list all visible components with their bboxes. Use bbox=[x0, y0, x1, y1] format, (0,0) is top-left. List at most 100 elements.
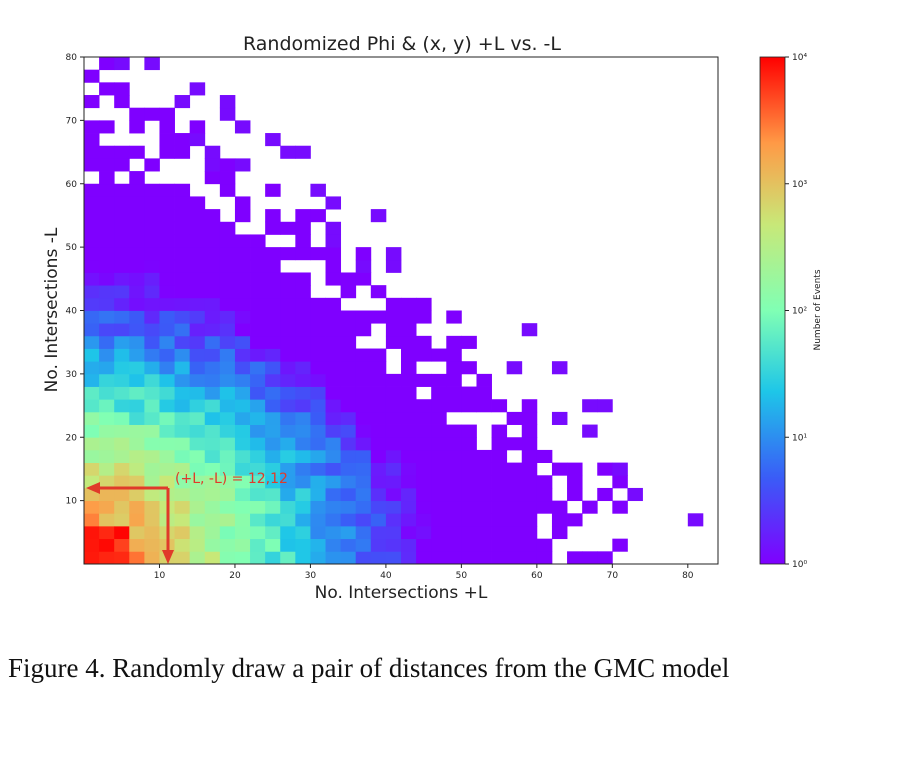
heatmap-cell bbox=[84, 335, 100, 349]
heatmap-cell bbox=[446, 437, 462, 451]
heatmap-cell bbox=[234, 386, 251, 400]
heatmap-cell bbox=[234, 399, 251, 413]
heatmap-cell bbox=[612, 538, 628, 552]
heatmap-cell bbox=[219, 272, 236, 286]
heatmap-cell bbox=[265, 285, 281, 299]
heatmap-cell bbox=[204, 335, 221, 349]
heatmap-cell bbox=[370, 310, 387, 324]
heatmap-cell bbox=[416, 462, 432, 476]
heatmap-cell bbox=[476, 538, 492, 552]
heatmap-cell bbox=[521, 424, 538, 438]
heatmap-cell bbox=[189, 259, 206, 273]
heatmap-cell bbox=[476, 399, 492, 413]
heatmap-cell bbox=[234, 323, 251, 337]
heatmap-cell bbox=[295, 285, 311, 299]
heatmap-cell bbox=[280, 449, 296, 463]
heatmap-cell bbox=[84, 462, 100, 476]
heatmap-cell bbox=[401, 487, 417, 502]
heatmap-cell bbox=[129, 525, 145, 540]
heatmap-cell bbox=[370, 361, 387, 375]
heatmap-cell bbox=[129, 259, 145, 273]
heatmap-cell bbox=[189, 323, 206, 337]
heatmap-cell bbox=[310, 437, 326, 451]
heatmap-cell bbox=[204, 551, 221, 565]
heatmap-cell bbox=[280, 500, 296, 514]
heatmap-cell bbox=[280, 272, 296, 286]
heatmap-cell bbox=[446, 487, 462, 502]
heatmap-cell bbox=[204, 323, 221, 337]
heatmap-cell bbox=[340, 285, 357, 299]
heatmap-cell bbox=[551, 513, 568, 527]
heatmap-cell bbox=[114, 145, 130, 159]
heatmap-cell bbox=[129, 424, 145, 438]
heatmap-cell bbox=[325, 373, 342, 387]
heatmap-cell bbox=[370, 551, 387, 565]
heatmap-cell bbox=[99, 449, 115, 463]
heatmap-cell bbox=[310, 424, 326, 438]
heatmap-cell bbox=[250, 551, 266, 565]
heatmap-cell bbox=[476, 513, 492, 527]
heatmap-cell bbox=[174, 399, 191, 413]
heatmap-cell bbox=[521, 462, 538, 476]
heatmap-cell bbox=[234, 475, 251, 489]
heatmap-cell bbox=[355, 424, 372, 438]
heatmap-cell bbox=[114, 500, 130, 514]
heatmap-cell bbox=[431, 551, 447, 565]
heatmap-cell bbox=[234, 158, 251, 172]
heatmap-cell bbox=[114, 399, 130, 413]
heatmap-cell bbox=[99, 57, 115, 71]
heatmap-cell bbox=[506, 551, 523, 565]
heatmap-cell bbox=[325, 234, 342, 248]
heatmap-cell bbox=[99, 386, 115, 400]
heatmap-cell bbox=[325, 310, 342, 324]
heatmap-cell bbox=[234, 335, 251, 349]
heatmap-cell bbox=[521, 449, 538, 463]
heatmap-cell bbox=[189, 234, 206, 248]
heatmap-cell bbox=[84, 183, 100, 197]
heatmap-cell bbox=[385, 373, 402, 387]
heatmap-cell bbox=[416, 513, 432, 527]
heatmap-cell bbox=[219, 525, 236, 540]
heatmap-cell bbox=[99, 310, 115, 324]
heatmap-cell bbox=[144, 196, 160, 210]
heatmap-cell bbox=[446, 361, 462, 375]
heatmap-cell bbox=[144, 487, 160, 502]
heatmap-cell bbox=[174, 145, 191, 159]
heatmap-cell bbox=[84, 513, 100, 527]
heatmap-cell bbox=[129, 171, 145, 185]
heatmap-cell bbox=[84, 95, 100, 109]
heatmap-cell bbox=[99, 513, 115, 527]
heatmap-cell bbox=[189, 500, 206, 514]
heatmap-cell bbox=[551, 500, 568, 514]
heatmap-cell bbox=[174, 221, 191, 235]
heatmap-cell bbox=[416, 487, 432, 502]
heatmap-cell bbox=[521, 551, 538, 565]
heatmap-cell bbox=[114, 183, 130, 197]
heatmap-cell bbox=[401, 323, 417, 337]
heatmap-cell bbox=[144, 361, 160, 375]
heatmap-cell bbox=[446, 551, 462, 565]
heatmap-cell bbox=[234, 525, 251, 540]
heatmap-cell bbox=[265, 335, 281, 349]
heatmap-cell bbox=[174, 424, 191, 438]
heatmap-cell bbox=[250, 259, 266, 273]
heatmap-cell bbox=[250, 361, 266, 375]
colorbar-ticks: 10⁰ 10¹ 10² 10³ 10⁴ bbox=[785, 53, 807, 570]
heatmap-cell bbox=[431, 538, 447, 552]
heatmap-cell bbox=[144, 513, 160, 527]
heatmap-cell bbox=[219, 551, 236, 565]
heatmap-cell bbox=[219, 310, 236, 324]
heatmap-cell bbox=[219, 297, 236, 311]
heatmap-cell bbox=[84, 145, 100, 159]
heatmap-cell bbox=[99, 183, 115, 197]
heatmap-cell bbox=[189, 487, 206, 502]
heatmap-cell bbox=[250, 399, 266, 413]
heatmap-cell bbox=[385, 323, 402, 337]
heatmap-cell bbox=[370, 437, 387, 451]
heatmap-cell bbox=[144, 538, 160, 552]
heatmap-cell bbox=[114, 323, 130, 337]
heatmap-cell bbox=[280, 145, 296, 159]
heatmap-cell bbox=[370, 500, 387, 514]
heatmap-cell bbox=[265, 411, 281, 425]
heatmap-cell bbox=[114, 525, 130, 540]
